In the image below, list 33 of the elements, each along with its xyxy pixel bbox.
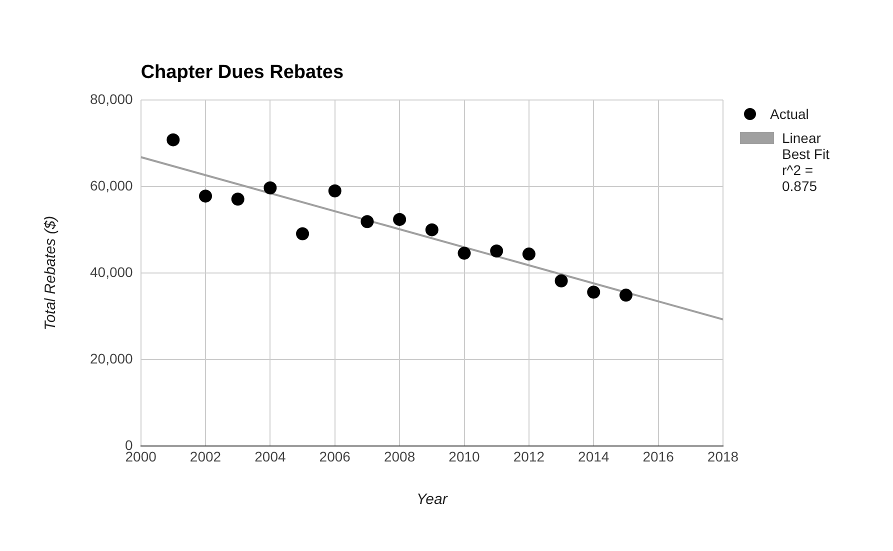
point [490,244,504,258]
x-tick-label: 2004 [254,448,286,464]
chart-title: Chapter Dues Rebates [140,62,344,83]
legend-label: Linear Best Fit r^2 = 0.875 [782,130,830,194]
y-tick-label: 60,000 [90,177,134,194]
point [199,190,212,203]
y-tick-label: 80,000 [90,90,134,107]
x-tick-label: 2002 [190,448,222,464]
x-axis-title: Year [416,491,448,508]
point [522,248,536,261]
x-tick-label: 2008 [384,448,416,464]
point [166,133,180,146]
point [231,192,244,206]
x-tick-label: 2012 [513,448,545,464]
point [296,227,310,240]
point [619,288,632,302]
point [458,246,471,260]
x-tick-label: 2014 [578,448,610,464]
point [554,274,568,288]
y-tick-label: 20,000 [90,350,134,367]
x-tick-label: 2018 [707,448,739,464]
point [587,286,600,299]
y-axis-title: Total Rebates ($) [42,216,60,330]
legend-label: Actual [770,106,809,122]
y-tick-label: 40,000 [90,264,134,280]
point [264,181,277,194]
point [328,184,342,198]
x-tick-label: 2006 [319,448,351,464]
point [393,212,406,226]
x-tick-label: 2010 [448,448,480,464]
point [360,215,374,228]
x-tick-label: 2016 [642,448,674,464]
point [425,223,438,236]
